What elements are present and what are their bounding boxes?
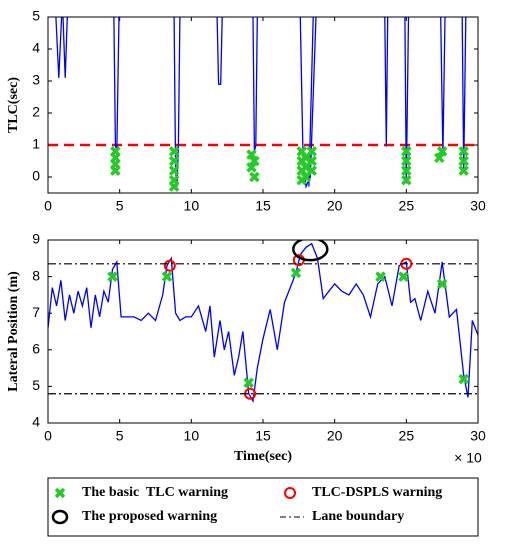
warning-marker bbox=[375, 271, 386, 282]
warning-marker bbox=[434, 152, 445, 164]
y-tick-label: 7 bbox=[32, 304, 40, 320]
x-tick-label: 20 bbox=[327, 428, 343, 444]
x-tick-label: 15 bbox=[255, 428, 271, 444]
x-tick-label: 20 bbox=[327, 198, 343, 214]
y-tick-label: 5 bbox=[32, 377, 40, 393]
plot-clip bbox=[48, 17, 478, 192]
x-tick-label: 15 bbox=[255, 198, 271, 214]
x-axis-label: Time(sec) bbox=[234, 449, 292, 464]
y-tick-label: 5 bbox=[32, 8, 40, 24]
x-tick-label: 10 bbox=[184, 428, 200, 444]
warning-marker bbox=[458, 165, 469, 176]
warning-marker bbox=[107, 271, 118, 282]
warning-marker bbox=[290, 267, 302, 279]
legend-box bbox=[47, 477, 479, 537]
warning-marker bbox=[246, 162, 257, 173]
plot-clip bbox=[48, 240, 478, 403]
warning-marker bbox=[436, 146, 448, 157]
x-tick-label: 25 bbox=[399, 428, 415, 444]
warning-marker bbox=[249, 155, 260, 167]
x-tick-label: 5 bbox=[116, 428, 124, 444]
y-tick-label: 9 bbox=[32, 231, 40, 247]
legend-label: TLC-DSPLS warning bbox=[312, 485, 442, 500]
warning-marker bbox=[458, 146, 469, 157]
axes-frame bbox=[47, 16, 479, 194]
data-line bbox=[48, 242, 478, 403]
warning-marker bbox=[168, 155, 180, 167]
y-tick-label: 1 bbox=[32, 136, 40, 152]
y-tick-label: 6 bbox=[32, 341, 40, 357]
warning-marker bbox=[401, 174, 412, 186]
x-tick-label: 5 bbox=[116, 198, 124, 214]
warning-marker bbox=[168, 165, 180, 176]
warning-marker bbox=[401, 146, 412, 157]
warning-marker bbox=[401, 155, 412, 167]
warning-marker bbox=[306, 165, 317, 176]
warning-marker bbox=[168, 181, 180, 192]
warning-marker bbox=[110, 165, 121, 176]
x-tick-label: 30 bbox=[470, 198, 486, 214]
warning-marker bbox=[243, 377, 254, 388]
x-tick-label: 0 bbox=[44, 198, 52, 214]
warning-marker bbox=[306, 146, 317, 157]
warning-marker bbox=[161, 271, 173, 282]
warning-marker bbox=[458, 155, 469, 167]
y-tick-label: 8 bbox=[32, 267, 40, 283]
axes-frame bbox=[47, 239, 479, 424]
legend-symbol bbox=[284, 487, 296, 499]
x-tick-label: 25 bbox=[399, 198, 415, 214]
warning-marker bbox=[249, 171, 260, 183]
dspls-marker bbox=[163, 259, 176, 272]
legend-label: The basic TLC warning bbox=[82, 485, 228, 500]
legend-symbol bbox=[51, 509, 69, 525]
warning-marker bbox=[401, 165, 412, 176]
y-axis-label: Lateral Position (m) bbox=[6, 271, 21, 392]
proposed-marker bbox=[292, 240, 329, 262]
warning-marker bbox=[436, 278, 448, 290]
warning-marker bbox=[458, 373, 469, 385]
y-tick-label: 4 bbox=[32, 40, 40, 56]
warning-marker bbox=[306, 155, 317, 167]
y-tick-label: 4 bbox=[32, 414, 40, 430]
legend-symbol bbox=[54, 487, 66, 499]
y-tick-label: 0 bbox=[32, 168, 40, 184]
x-tick-label: 0 bbox=[44, 428, 52, 444]
y-tick-label: 2 bbox=[32, 104, 40, 120]
legend-label: Lane boundary bbox=[312, 509, 404, 524]
x-tick-label: 30 bbox=[470, 428, 486, 444]
plot-area bbox=[48, 240, 478, 423]
x-scale-note: × 10 bbox=[454, 450, 482, 466]
x-tick-label: 10 bbox=[184, 198, 200, 214]
y-axis-label: TLC(sec) bbox=[6, 77, 21, 133]
legend-label: The proposed warning bbox=[82, 509, 217, 524]
warning-marker bbox=[246, 149, 257, 160]
warning-marker bbox=[398, 271, 409, 282]
y-tick-label: 3 bbox=[32, 72, 40, 88]
warning-marker bbox=[168, 146, 180, 157]
